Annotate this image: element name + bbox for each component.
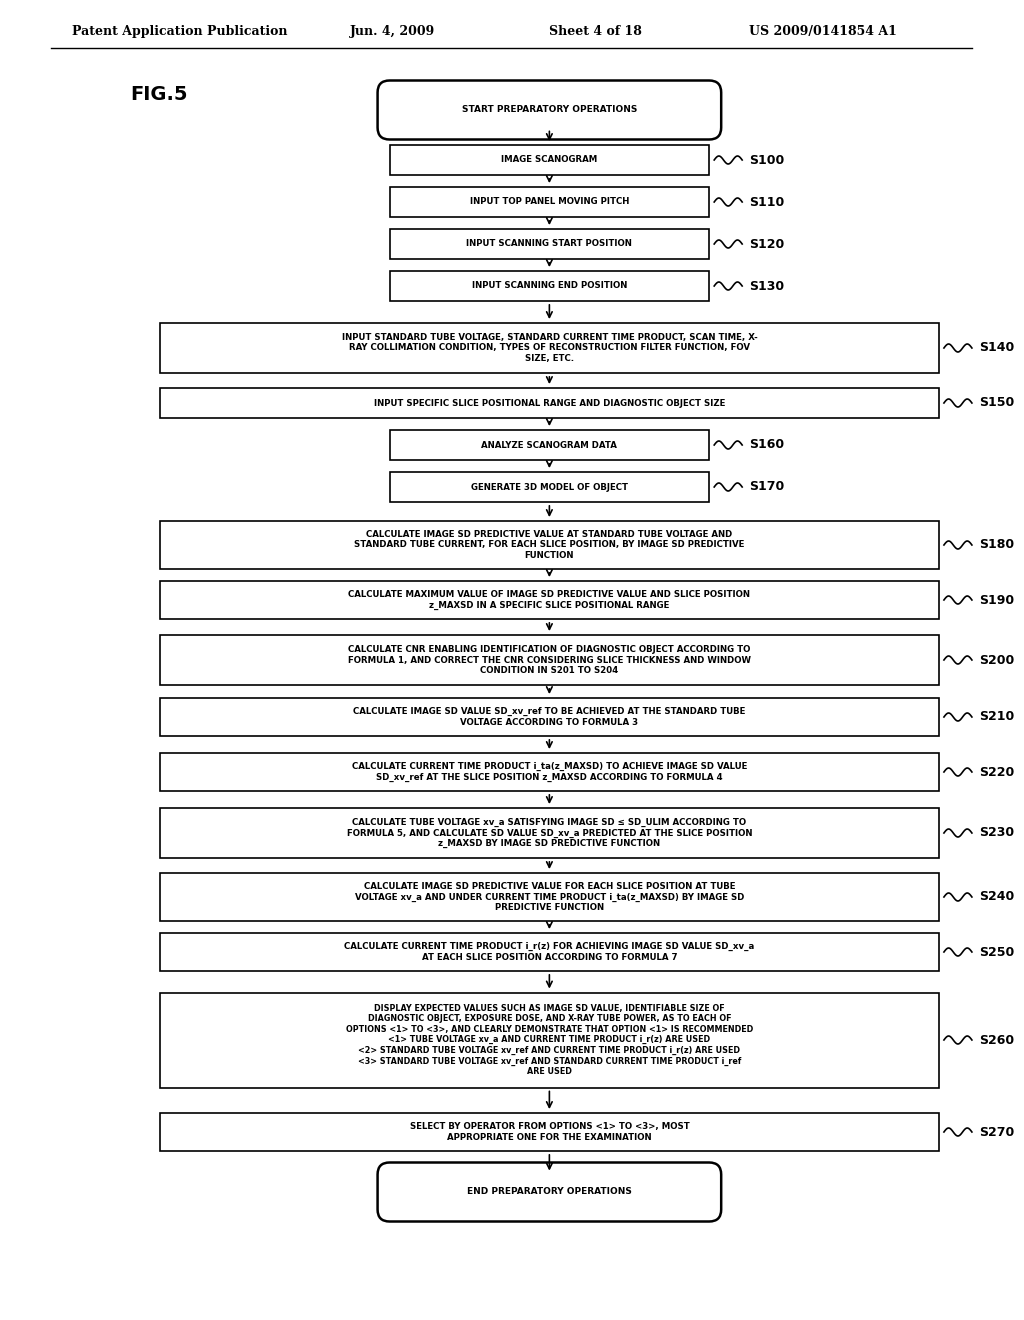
Text: ANALYZE SCANOGRAM DATA: ANALYZE SCANOGRAM DATA <box>481 441 617 450</box>
Text: CALCULATE IMAGE SD PREDICTIVE VALUE FOR EACH SLICE POSITION AT TUBE
VOLTAGE xv_a: CALCULATE IMAGE SD PREDICTIVE VALUE FOR … <box>354 882 744 912</box>
Text: S100: S100 <box>750 153 784 166</box>
Text: Sheet 4 of 18: Sheet 4 of 18 <box>550 25 642 38</box>
Text: S160: S160 <box>750 438 784 451</box>
FancyBboxPatch shape <box>378 1163 721 1221</box>
Bar <box>160 698 939 737</box>
Bar <box>160 752 939 791</box>
Text: IMAGE SCANOGRAM: IMAGE SCANOGRAM <box>502 156 598 165</box>
Bar <box>160 635 939 685</box>
Text: DISPLAY EXPECTED VALUES SUCH AS IMAGE SD VALUE, IDENTIFIABLE SIZE OF
DIAGNOSTIC : DISPLAY EXPECTED VALUES SUCH AS IMAGE SD… <box>346 1005 753 1076</box>
Text: CALCULATE TUBE VOLTAGE xv_a SATISFYING IMAGE SD ≤ SD_ULIM ACCORDING TO
FORMULA 5: CALCULATE TUBE VOLTAGE xv_a SATISFYING I… <box>347 818 753 849</box>
Text: S250: S250 <box>979 945 1014 958</box>
Text: S110: S110 <box>750 195 784 209</box>
Text: CALCULATE CURRENT TIME PRODUCT i_ta(z_MAXSD) TO ACHIEVE IMAGE SD VALUE
SD_xv_ref: CALCULATE CURRENT TIME PRODUCT i_ta(z_MA… <box>351 762 748 781</box>
Text: CALCULATE CNR ENABLING IDENTIFICATION OF DIAGNOSTIC OBJECT ACCORDING TO
FORMULA : CALCULATE CNR ENABLING IDENTIFICATION OF… <box>348 645 751 675</box>
Bar <box>160 993 939 1088</box>
Text: END PREPARATORY OPERATIONS: END PREPARATORY OPERATIONS <box>467 1188 632 1196</box>
Text: INPUT TOP PANEL MOVING PITCH: INPUT TOP PANEL MOVING PITCH <box>470 198 629 206</box>
Text: SELECT BY OPERATOR FROM OPTIONS <1> TO <3>, MOST
APPROPRIATE ONE FOR THE EXAMINA: SELECT BY OPERATOR FROM OPTIONS <1> TO <… <box>410 1122 689 1142</box>
Text: S190: S190 <box>979 594 1014 606</box>
FancyBboxPatch shape <box>378 81 721 140</box>
Text: S230: S230 <box>979 826 1014 840</box>
Text: S210: S210 <box>979 710 1014 723</box>
Text: Jun. 4, 2009: Jun. 4, 2009 <box>349 25 435 38</box>
Bar <box>389 145 710 176</box>
Text: S240: S240 <box>979 891 1014 903</box>
Text: INPUT SCANNING END POSITION: INPUT SCANNING END POSITION <box>472 281 627 290</box>
Bar <box>160 933 939 972</box>
Text: S180: S180 <box>979 539 1014 552</box>
Text: US 2009/0141854 A1: US 2009/0141854 A1 <box>750 25 897 38</box>
Bar <box>160 323 939 374</box>
Bar <box>389 228 710 259</box>
Text: S170: S170 <box>750 480 784 494</box>
Text: CALCULATE IMAGE SD PREDICTIVE VALUE AT STANDARD TUBE VOLTAGE AND
STANDARD TUBE C: CALCULATE IMAGE SD PREDICTIVE VALUE AT S… <box>354 531 744 560</box>
Text: S140: S140 <box>979 342 1014 355</box>
Bar <box>160 388 939 418</box>
Text: S120: S120 <box>750 238 784 251</box>
Text: CALCULATE MAXIMUM VALUE OF IMAGE SD PREDICTIVE VALUE AND SLICE POSITION
z_MAXSD : CALCULATE MAXIMUM VALUE OF IMAGE SD PRED… <box>348 590 751 610</box>
Bar <box>160 808 939 858</box>
Text: CALCULATE IMAGE SD VALUE SD_xv_ref TO BE ACHIEVED AT THE STANDARD TUBE
VOLTAGE A: CALCULATE IMAGE SD VALUE SD_xv_ref TO BE… <box>353 708 745 727</box>
Text: GENERATE 3D MODEL OF OBJECT: GENERATE 3D MODEL OF OBJECT <box>471 483 628 491</box>
Text: S200: S200 <box>979 653 1014 667</box>
Bar <box>389 187 710 216</box>
Text: S260: S260 <box>979 1034 1014 1047</box>
Text: INPUT SCANNING START POSITION: INPUT SCANNING START POSITION <box>467 239 632 248</box>
Text: INPUT SPECIFIC SLICE POSITIONAL RANGE AND DIAGNOSTIC OBJECT SIZE: INPUT SPECIFIC SLICE POSITIONAL RANGE AN… <box>374 399 725 408</box>
Bar <box>160 1113 939 1151</box>
Bar <box>389 430 710 459</box>
Text: START PREPARATORY OPERATIONS: START PREPARATORY OPERATIONS <box>462 106 637 115</box>
Text: S270: S270 <box>979 1126 1014 1138</box>
Text: FIG.5: FIG.5 <box>130 84 187 104</box>
Bar <box>389 271 710 301</box>
Bar <box>160 521 939 569</box>
Text: S220: S220 <box>979 766 1014 779</box>
Text: INPUT STANDARD TUBE VOLTAGE, STANDARD CURRENT TIME PRODUCT, SCAN TIME, X-
RAY CO: INPUT STANDARD TUBE VOLTAGE, STANDARD CU… <box>342 333 758 363</box>
Text: S130: S130 <box>750 280 784 293</box>
Bar <box>160 873 939 921</box>
Text: CALCULATE CURRENT TIME PRODUCT i_r(z) FOR ACHIEVING IMAGE SD VALUE SD_xv_a
AT EA: CALCULATE CURRENT TIME PRODUCT i_r(z) FO… <box>344 942 755 962</box>
Text: S150: S150 <box>979 396 1014 409</box>
Bar <box>160 581 939 619</box>
Bar <box>389 473 710 502</box>
Text: Patent Application Publication: Patent Application Publication <box>72 25 288 38</box>
